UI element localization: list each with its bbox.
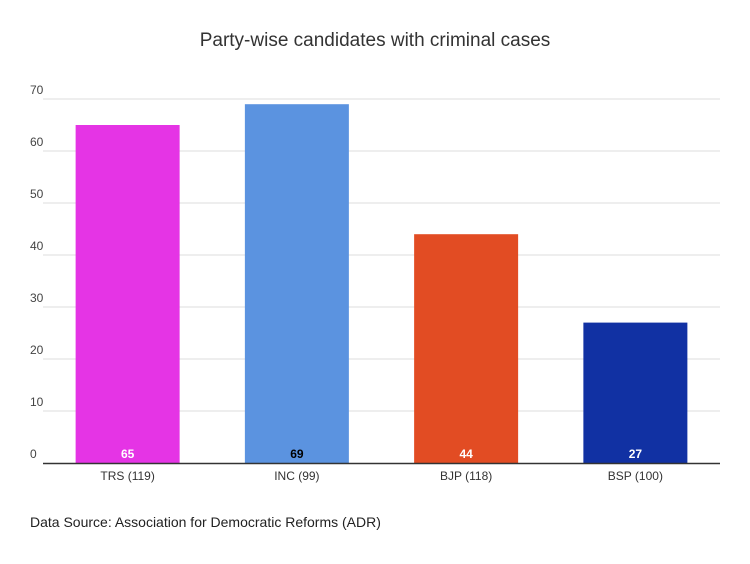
y-tick-label: 10 xyxy=(30,395,44,409)
data-label: 27 xyxy=(629,447,643,461)
bar-bjp xyxy=(414,234,519,463)
y-tick-label: 50 xyxy=(30,187,44,201)
data-label: 44 xyxy=(459,447,473,461)
bar-bsp xyxy=(583,322,688,463)
y-tick-label: 70 xyxy=(30,83,44,97)
x-axis-tick-labels: TRS (119) INC (99) BJP (118) BSP (100) xyxy=(100,469,663,483)
chart-title: Party-wise candidates with criminal case… xyxy=(199,30,551,51)
y-tick-label: 20 xyxy=(30,343,44,357)
y-tick-label: 0 xyxy=(30,447,37,461)
y-tick-label: 40 xyxy=(30,239,44,253)
data-labels: 65 69 44 27 xyxy=(121,447,642,461)
x-tick-label: BJP (118) xyxy=(440,469,492,483)
bars xyxy=(75,104,688,463)
data-source-note: Data Source: Association for Democratic … xyxy=(30,514,381,530)
y-tick-label: 60 xyxy=(30,135,44,149)
x-tick-label: BSP (100) xyxy=(608,469,663,483)
x-tick-label: INC (99) xyxy=(274,469,319,483)
bar-trs xyxy=(75,125,180,463)
x-tick-label: TRS (119) xyxy=(100,469,154,483)
data-label: 69 xyxy=(290,447,304,461)
y-tick-label: 30 xyxy=(30,291,44,305)
y-axis-tick-labels: 0 10 20 30 40 50 60 70 xyxy=(30,83,44,461)
data-label: 65 xyxy=(121,447,135,461)
bar-inc xyxy=(244,104,349,463)
